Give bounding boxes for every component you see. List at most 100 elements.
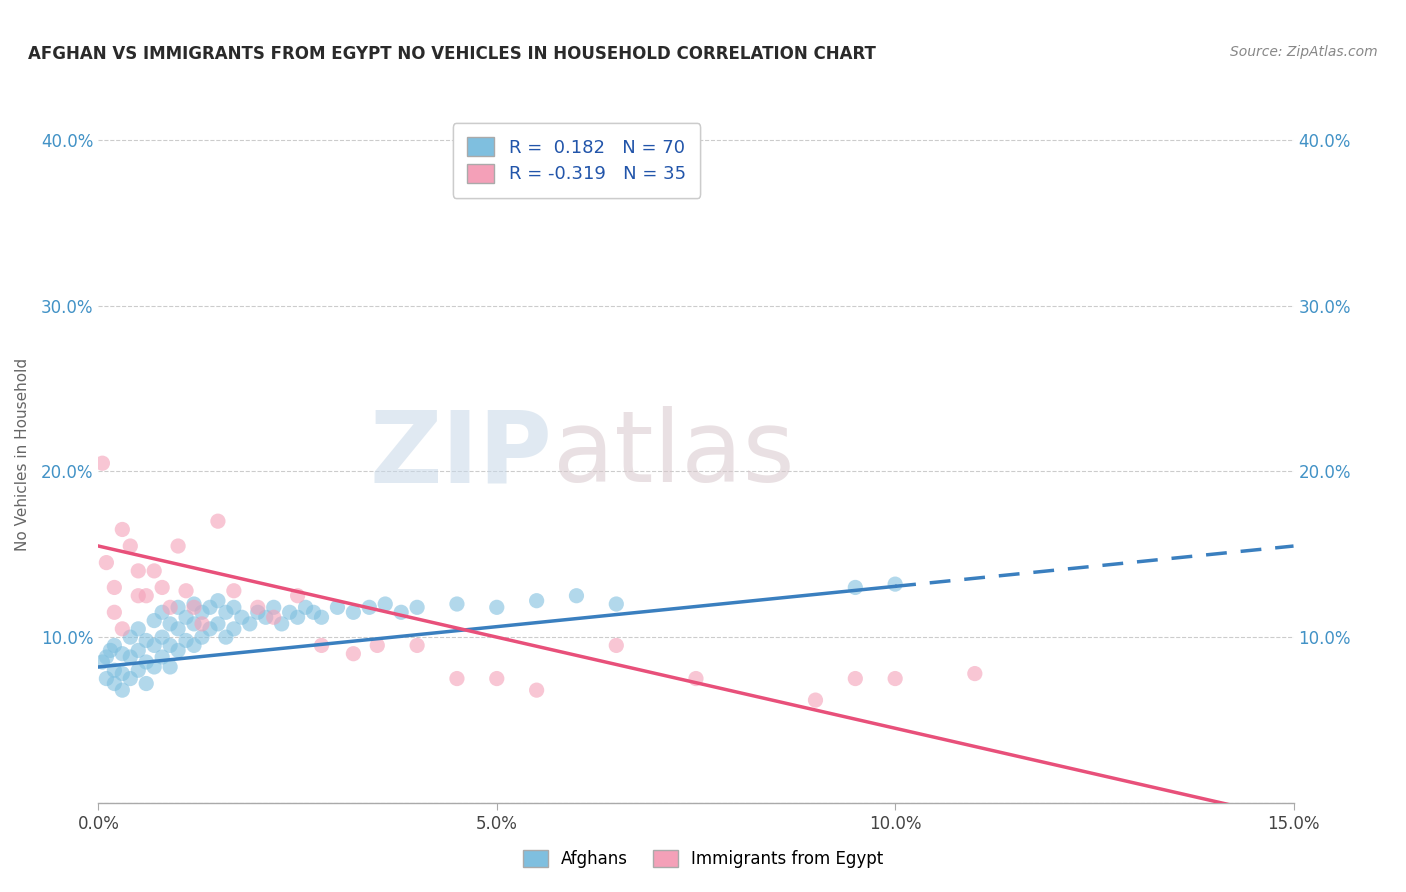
Point	[111, 622, 134, 636]
Point	[103, 639, 125, 653]
Point	[120, 650, 142, 665]
Point	[207, 616, 229, 631]
Point	[159, 616, 181, 631]
Point	[120, 539, 142, 553]
Point	[143, 614, 166, 628]
Point	[605, 639, 627, 653]
Text: atlas: atlas	[553, 407, 794, 503]
Point	[183, 597, 205, 611]
Point	[198, 622, 221, 636]
Point	[191, 630, 214, 644]
Point	[374, 597, 396, 611]
Point	[103, 581, 125, 595]
Text: Source: ZipAtlas.com: Source: ZipAtlas.com	[1230, 45, 1378, 59]
Point	[311, 639, 333, 653]
Point	[246, 600, 269, 615]
Y-axis label: No Vehicles in Household: No Vehicles in Household	[15, 359, 30, 551]
Point	[91, 655, 114, 669]
Point	[96, 672, 118, 686]
Point	[159, 639, 181, 653]
Point	[526, 683, 548, 698]
Point	[167, 643, 190, 657]
Point	[326, 600, 349, 615]
Point	[183, 616, 205, 631]
Point	[127, 643, 149, 657]
Point	[183, 600, 205, 615]
Point	[485, 600, 508, 615]
Point	[103, 663, 125, 677]
Point	[287, 610, 309, 624]
Point	[406, 639, 429, 653]
Text: AFGHAN VS IMMIGRANTS FROM EGYPT NO VEHICLES IN HOUSEHOLD CORRELATION CHART: AFGHAN VS IMMIGRANTS FROM EGYPT NO VEHIC…	[28, 45, 876, 62]
Point	[207, 514, 229, 528]
Point	[120, 672, 142, 686]
Point	[150, 605, 173, 619]
Point	[844, 672, 866, 686]
Point	[287, 589, 309, 603]
Point	[191, 605, 214, 619]
Point	[366, 639, 388, 653]
Point	[111, 666, 134, 681]
Point	[150, 630, 173, 644]
Point	[685, 672, 707, 686]
Point	[135, 589, 157, 603]
Point	[167, 622, 190, 636]
Point	[174, 583, 197, 598]
Point	[804, 693, 827, 707]
Point	[143, 639, 166, 653]
Point	[884, 577, 907, 591]
Point	[884, 672, 907, 686]
Point	[844, 581, 866, 595]
Legend: R =  0.182   N = 70, R = -0.319   N = 35: R = 0.182 N = 70, R = -0.319 N = 35	[453, 123, 700, 198]
Point	[111, 683, 134, 698]
Point	[135, 633, 157, 648]
Point	[231, 610, 253, 624]
Point	[183, 639, 205, 653]
Point	[263, 610, 285, 624]
Point	[143, 564, 166, 578]
Point	[278, 605, 301, 619]
Point	[270, 616, 292, 631]
Point	[254, 610, 277, 624]
Point	[215, 605, 238, 619]
Point	[159, 660, 181, 674]
Point	[294, 600, 316, 615]
Point	[159, 600, 181, 615]
Point	[127, 589, 149, 603]
Point	[167, 600, 190, 615]
Point	[120, 630, 142, 644]
Point	[96, 556, 118, 570]
Point	[215, 630, 238, 644]
Point	[127, 622, 149, 636]
Text: ZIP: ZIP	[370, 407, 553, 503]
Point	[111, 523, 134, 537]
Point	[222, 622, 245, 636]
Point	[406, 600, 429, 615]
Point	[174, 633, 197, 648]
Point	[342, 605, 364, 619]
Point	[359, 600, 381, 615]
Point	[565, 589, 588, 603]
Point	[191, 616, 214, 631]
Point	[239, 616, 262, 631]
Point	[174, 610, 197, 624]
Point	[526, 593, 548, 607]
Point	[103, 605, 125, 619]
Point	[98, 643, 122, 657]
Point	[103, 676, 125, 690]
Point	[222, 600, 245, 615]
Point	[446, 597, 468, 611]
Point	[389, 605, 412, 619]
Point	[150, 581, 173, 595]
Legend: Afghans, Immigrants from Egypt: Afghans, Immigrants from Egypt	[516, 843, 890, 875]
Point	[143, 660, 166, 674]
Point	[198, 600, 221, 615]
Point	[342, 647, 364, 661]
Point	[446, 672, 468, 686]
Point	[135, 655, 157, 669]
Point	[135, 676, 157, 690]
Point	[127, 663, 149, 677]
Point	[302, 605, 325, 619]
Point	[207, 593, 229, 607]
Point	[150, 650, 173, 665]
